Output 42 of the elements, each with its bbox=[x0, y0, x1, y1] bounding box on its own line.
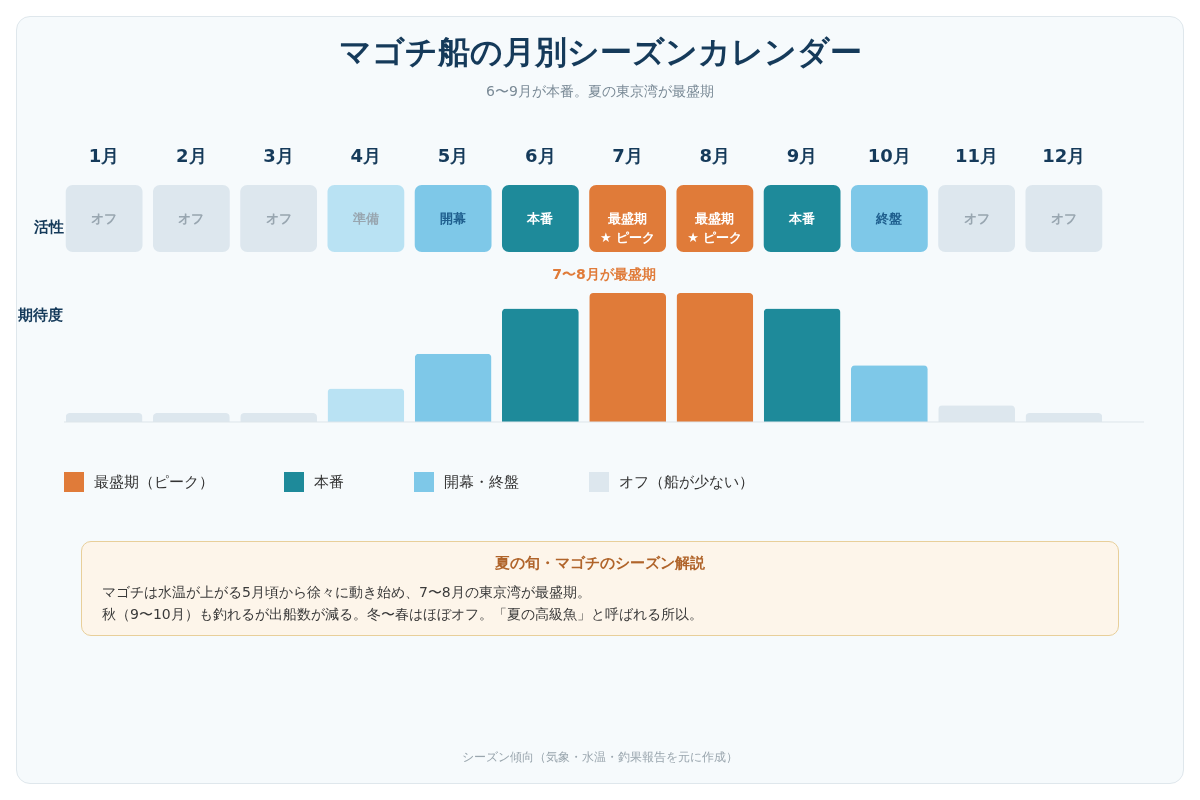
bar bbox=[676, 293, 754, 422]
text: 活性 bbox=[33, 218, 64, 236]
legend-label: オフ（船が少ない） bbox=[619, 473, 754, 491]
text: 開幕 bbox=[440, 211, 468, 226]
bar bbox=[327, 388, 405, 422]
legend-label: 開幕・終盤 bbox=[444, 473, 519, 491]
x-tick-label: 2月 bbox=[176, 144, 207, 166]
note-box: 夏の旬・マゴチのシーズン解説 マゴチは水温が上がる5月頃から徐々に動き始め、7〜8月の東京湾が最盛期。 秋（9〜10月）も釣れるが出船数が減る。冬〜春はほぼオフ。「夏の高級魚」と呼ばれる所以。 bbox=[81, 541, 1119, 636]
text: 準備 bbox=[351, 211, 379, 226]
text: 終盤 bbox=[875, 211, 903, 226]
text: 7〜8月が最盛期 bbox=[552, 266, 656, 282]
bar bbox=[589, 293, 667, 422]
text: 最盛期 ★ ピーク bbox=[687, 211, 743, 245]
x-tick-label: 12月 bbox=[1042, 144, 1086, 166]
text: オフ bbox=[1050, 211, 1077, 226]
text: オフ bbox=[963, 211, 990, 226]
text: オフ bbox=[265, 211, 292, 226]
x-tick-label: 9月 bbox=[786, 144, 818, 166]
x-tick-label: 8月 bbox=[699, 144, 731, 166]
legend-label: 本番 bbox=[314, 473, 344, 491]
text: 最盛期 ★ ピーク bbox=[600, 211, 656, 245]
bar bbox=[763, 308, 841, 422]
text: オフ bbox=[178, 211, 205, 226]
bar bbox=[414, 353, 492, 422]
x-tick-label: 10月 bbox=[867, 144, 911, 166]
chart-title: マゴチ船の月別シーズンカレンダー bbox=[337, 32, 863, 73]
x-tick-label: 3月 bbox=[263, 144, 294, 166]
x-tick-label: 6月 bbox=[525, 144, 556, 166]
x-tick-label: 1月 bbox=[88, 144, 120, 166]
text: シーズン傾向（気象・水温・釣果報告を元に作成） bbox=[461, 749, 739, 766]
x-tick-label: 11月 bbox=[955, 144, 999, 166]
chart-subtitle: 6〜9月が本番。夏の東京湾が最盛期 bbox=[485, 83, 715, 101]
text: 本番 bbox=[526, 211, 554, 226]
y-axis-title: 期待度 bbox=[16, 305, 63, 324]
bar bbox=[501, 308, 579, 422]
legend-label: 最盛期（ピーク） bbox=[94, 473, 214, 491]
text: オフ bbox=[91, 211, 118, 226]
x-tick-label: 7月 bbox=[612, 144, 643, 166]
bar bbox=[850, 365, 928, 422]
text: 本番 bbox=[788, 211, 816, 226]
x-tick-label: 5月 bbox=[437, 144, 469, 166]
x-tick-label: 4月 bbox=[350, 144, 382, 166]
